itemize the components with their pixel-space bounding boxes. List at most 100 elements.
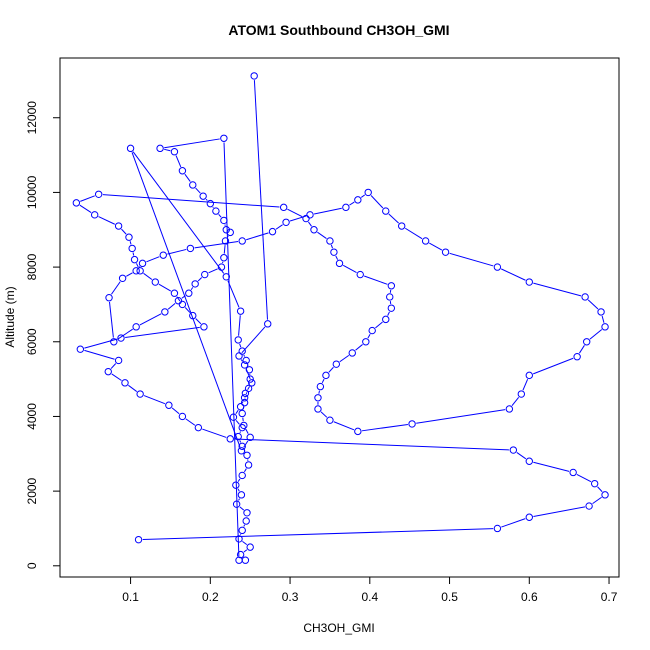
- series-line-segment: [245, 368, 251, 380]
- data-point: [174, 296, 183, 305]
- series-line-segment: [208, 268, 218, 274]
- data-point: [76, 345, 85, 353]
- data-point: [238, 347, 246, 355]
- series-line-segment: [242, 541, 248, 546]
- series-line-segment: [592, 496, 602, 505]
- data-point: [117, 334, 125, 342]
- series-line-segment: [164, 138, 220, 149]
- series-line-segment: [227, 280, 240, 308]
- data-point: [601, 323, 609, 331]
- series-line-segment: [238, 498, 240, 501]
- data-point: [194, 423, 203, 432]
- data-point: [234, 432, 242, 441]
- data-point: [342, 203, 350, 212]
- series-line-segment: [239, 506, 245, 511]
- data-point: [408, 420, 416, 428]
- data-point: [237, 491, 246, 499]
- data-point: [493, 524, 502, 533]
- series-line-segment: [416, 409, 506, 424]
- series-line-segment: [132, 252, 135, 256]
- series-line-segment: [243, 440, 249, 448]
- series-line-segment: [321, 378, 325, 384]
- series-points: [72, 72, 609, 564]
- series-line-segment: [143, 395, 166, 405]
- series-line-segment: [131, 152, 241, 448]
- series-line-segment: [330, 244, 333, 249]
- series-line-segment: [360, 194, 366, 198]
- series-line-segment: [240, 359, 243, 362]
- series-line-segment: [184, 307, 191, 313]
- data-point: [387, 282, 396, 290]
- data-point: [242, 356, 250, 365]
- data-point: [104, 367, 112, 376]
- data-point: [322, 371, 330, 380]
- data-point: [354, 196, 362, 204]
- data-point: [238, 423, 246, 432]
- data-point: [229, 413, 238, 421]
- series-line-segment: [429, 242, 443, 251]
- series-line-segment: [135, 263, 139, 268]
- data-point: [134, 535, 143, 544]
- series-line-segment: [158, 283, 172, 292]
- data-point: [125, 233, 133, 241]
- data-point: [178, 412, 187, 421]
- data-point: [170, 289, 179, 297]
- data-point: [264, 320, 272, 328]
- series-line-segment: [245, 392, 248, 395]
- data-point: [235, 535, 243, 543]
- data-point: [364, 188, 372, 197]
- data-point: [232, 481, 240, 489]
- series-line-segment: [387, 311, 390, 316]
- series-line-segment: [139, 313, 162, 326]
- data-point: [244, 461, 253, 469]
- series-line-segment: [142, 528, 494, 541]
- series-line-segment: [132, 151, 225, 274]
- x-tick-label: 0.5: [441, 590, 458, 604]
- data-point: [200, 323, 208, 331]
- data-point: [525, 278, 533, 286]
- series-line-segment: [243, 524, 246, 527]
- series-line-segment: [227, 235, 229, 238]
- data-point: [151, 278, 159, 286]
- data-point: [326, 416, 334, 424]
- data-point: [238, 526, 246, 535]
- series-line-segment: [239, 343, 242, 348]
- series-line-segment: [247, 386, 251, 390]
- data-point: [222, 226, 230, 234]
- chart-title: ATOM1 Southbound CH3OH_GMI: [228, 22, 449, 38]
- data-point: [597, 308, 605, 316]
- series-line-segment: [126, 272, 133, 277]
- data-point: [132, 267, 140, 275]
- data-point: [356, 270, 364, 279]
- series-line-segment: [241, 401, 244, 404]
- data-point: [243, 451, 251, 459]
- series-line-segment: [181, 295, 186, 299]
- series-line-segment: [287, 208, 303, 218]
- series-line-segment: [184, 173, 191, 182]
- data-point: [110, 338, 118, 346]
- data-point: [114, 356, 123, 365]
- data-point: [178, 300, 187, 309]
- data-point: [240, 394, 249, 402]
- data-point: [118, 274, 127, 282]
- y-axis-label: Altitude (m): [3, 286, 17, 347]
- series-line-segment: [533, 461, 570, 472]
- series-line-segment: [175, 155, 182, 168]
- data-point: [199, 192, 207, 200]
- series-line-segment: [143, 272, 153, 280]
- series-line-segment: [195, 318, 202, 325]
- series-line-segment: [84, 338, 118, 349]
- data-point: [326, 237, 334, 245]
- data-point: [509, 446, 518, 454]
- data-point: [382, 207, 390, 215]
- series-line-segment: [511, 397, 520, 407]
- series-line-segment: [238, 315, 241, 336]
- series-line-segment: [576, 473, 592, 483]
- data-point: [232, 500, 241, 508]
- data-point: [156, 144, 164, 153]
- y-tick-label: 2000: [25, 477, 39, 504]
- series-line-segment: [110, 363, 117, 369]
- data-point: [441, 248, 450, 256]
- series-line-segment: [167, 248, 187, 255]
- data-point: [186, 244, 195, 253]
